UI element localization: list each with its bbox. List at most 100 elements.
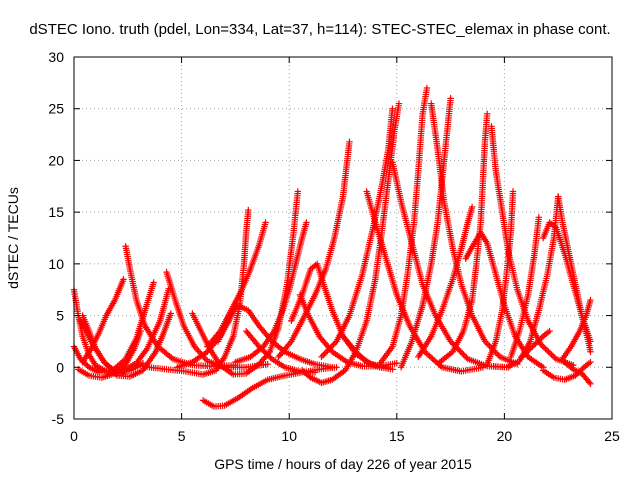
data-point	[265, 353, 273, 360]
data-point	[493, 350, 501, 358]
data-point	[548, 351, 555, 358]
data-point	[319, 352, 327, 359]
series-arc-27	[483, 188, 517, 368]
data-point	[260, 347, 267, 354]
data-point	[82, 361, 90, 368]
data-point	[389, 105, 396, 112]
data-point	[587, 380, 594, 388]
data-point	[551, 354, 558, 361]
plot-frame	[73, 56, 613, 420]
data-point	[311, 369, 319, 376]
data-point	[234, 299, 241, 307]
data-point	[539, 342, 546, 350]
series-arc-38	[174, 299, 241, 371]
data-point	[303, 219, 310, 226]
data-point	[543, 347, 551, 354]
series-arc-37	[75, 327, 144, 381]
data-point	[263, 350, 270, 357]
data-point	[586, 379, 593, 386]
data-point	[457, 348, 464, 355]
x-tick-label: 15	[389, 428, 405, 444]
series-arc-24	[415, 203, 476, 361]
series-arc-05	[79, 276, 127, 366]
data-point	[258, 346, 266, 353]
data-point	[423, 84, 431, 92]
series-arc-15	[298, 100, 403, 386]
data-point	[150, 279, 157, 286]
series-arc-10	[199, 364, 340, 410]
series-arc-36	[518, 327, 553, 361]
data-point	[318, 353, 325, 361]
series-arc-32	[555, 193, 594, 355]
data-point	[84, 362, 91, 370]
data-point	[262, 219, 269, 226]
data-point	[509, 188, 517, 195]
y-axis: -5 0 5 10 15 20 25 30	[48, 49, 612, 427]
data-point	[458, 349, 466, 357]
series-arc-20	[376, 84, 431, 368]
series-arc-22	[397, 95, 454, 371]
data-point	[261, 348, 269, 356]
data-point	[321, 350, 328, 358]
data-point	[108, 364, 115, 372]
data-point	[546, 350, 554, 357]
y-axis-label: dSTEC / TECUs	[5, 187, 21, 289]
series-arc-06	[122, 243, 239, 370]
data-point	[137, 327, 144, 335]
x-tick-label: 5	[178, 428, 186, 444]
data-point	[484, 341, 492, 348]
y-tick-label: 5	[56, 308, 64, 324]
series-arc-18	[318, 105, 396, 361]
x-tick-label: 0	[70, 428, 78, 444]
data-point	[294, 188, 302, 195]
data-point	[393, 359, 400, 367]
data-point	[542, 345, 549, 353]
y-tick-label: 10	[48, 256, 64, 272]
data-point	[389, 366, 396, 373]
data-point	[483, 110, 491, 118]
series-arc-34	[561, 358, 594, 388]
series-arc-39	[242, 327, 319, 376]
data-point	[264, 351, 271, 359]
data-point	[346, 138, 353, 146]
x-axis-label: GPS time / hours of day 226 of year 2015	[214, 456, 472, 472]
data-point	[329, 364, 336, 371]
data-point	[545, 348, 552, 355]
data-point	[461, 352, 469, 360]
grid	[74, 57, 612, 419]
x-axis: 0 5 10 15 20 25	[70, 57, 620, 444]
data-point	[463, 354, 470, 361]
data-point	[540, 344, 548, 351]
data-point	[546, 327, 553, 335]
y-tick-label: 25	[48, 101, 64, 117]
data-point	[306, 373, 313, 380]
y-tick-label: -5	[52, 411, 65, 427]
data-point	[120, 276, 127, 283]
data-point	[468, 203, 476, 211]
data-point	[460, 351, 467, 358]
data-point	[537, 341, 545, 348]
series-arc-17	[275, 138, 353, 361]
data-point	[447, 95, 454, 102]
data-point	[549, 352, 557, 360]
data-series	[70, 84, 594, 410]
series-arc-40	[339, 333, 396, 373]
y-tick-label: 30	[48, 49, 64, 65]
data-point	[587, 348, 594, 355]
data-point	[448, 339, 456, 347]
x-tick-label: 10	[281, 428, 297, 444]
data-point	[167, 310, 175, 317]
y-tick-label: 20	[48, 152, 64, 168]
x-tick-label: 25	[604, 428, 620, 444]
y-tick-label: 0	[56, 359, 64, 375]
data-point	[572, 372, 579, 379]
data-point	[255, 343, 263, 350]
data-point	[447, 338, 454, 345]
chart-title: dSTEC Iono. truth (pdel, Lon=334, Lat=37…	[29, 21, 610, 38]
data-point	[264, 360, 271, 368]
data-point	[257, 344, 264, 352]
series-arc-30	[507, 214, 543, 361]
x-tick-label: 20	[497, 428, 513, 444]
data-point	[245, 206, 252, 214]
